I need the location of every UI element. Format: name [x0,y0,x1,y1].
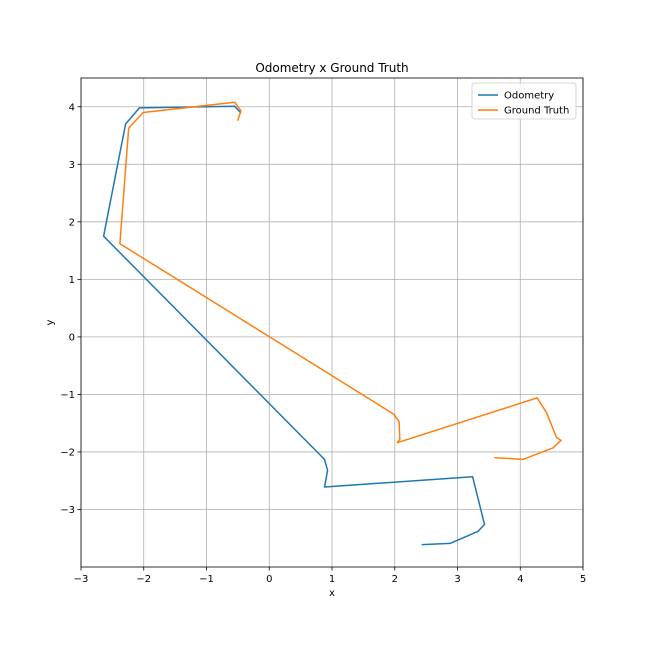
y-tick-label: 2 [69,217,75,228]
y-tick-label: 0 [69,332,75,343]
y-tick-label: −1 [60,390,75,401]
y-tick-label: 1 [69,275,75,286]
x-tick-label: −1 [199,574,214,585]
legend-label-1: Ground Truth [504,106,569,117]
chart-title: Odometry x Ground Truth [255,61,408,75]
legend: Odometry Ground Truth [471,82,577,120]
x-tick-label: 3 [454,574,460,585]
x-tick-label: 5 [580,574,586,585]
axis-ticks: −3 −2 −1 0 1 2 3 4 5 −3 −2 −1 0 1 2 3 4 [60,102,586,585]
x-tick-label: 4 [517,574,523,585]
x-tick-label: 1 [329,574,335,585]
x-tick-label: 0 [266,574,272,585]
x-tick-label: −2 [136,574,151,585]
y-tick-label: 3 [69,160,75,171]
series-line-1 [119,101,562,461]
y-axis-label: y [45,319,56,325]
y-tick-label: −2 [60,447,75,458]
series-line-0 [102,105,486,546]
x-tick-label: 2 [392,574,398,585]
x-tick-label: −3 [74,574,89,585]
x-axis-label: x [329,588,335,599]
y-tick-label: −3 [60,505,75,516]
y-tick-label: 4 [69,102,75,113]
plot-lines [102,101,562,546]
legend-label-0: Odometry [504,91,554,102]
